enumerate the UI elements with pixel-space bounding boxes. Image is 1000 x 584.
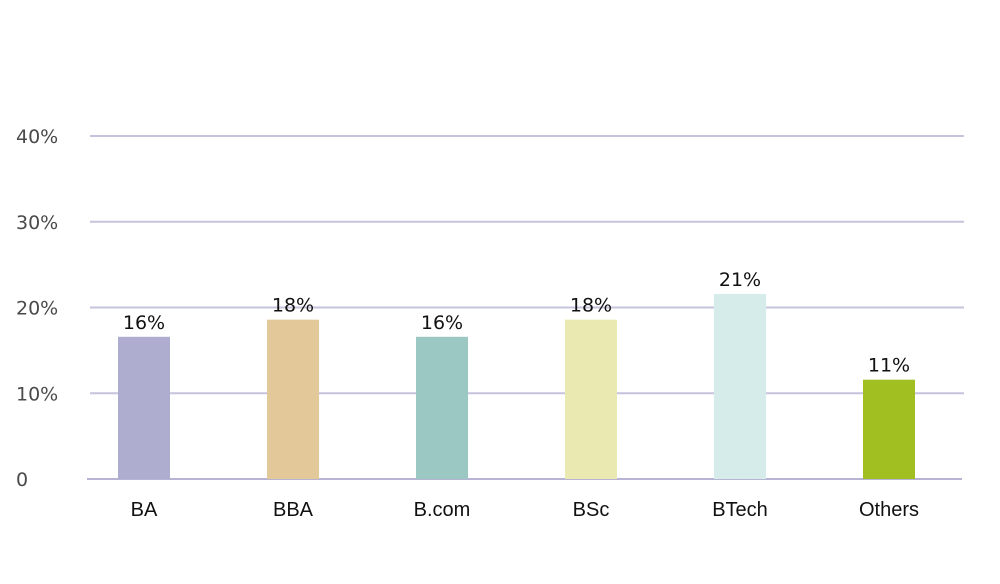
data-label: 16%: [123, 312, 165, 334]
y-axis-tick-labels: 0 10% 20% 30% 40%: [16, 126, 58, 491]
data-label: 21%: [719, 269, 761, 291]
category-label: BBA: [273, 499, 314, 521]
bar-bba: [267, 319, 319, 479]
y-tick-label: 10%: [16, 383, 58, 405]
category-label: BTech: [712, 499, 768, 521]
y-tick-label: 20%: [16, 298, 58, 320]
data-label: 18%: [272, 295, 314, 317]
x-axis-category-labels: BA BBA B.com BSc BTech Others: [131, 499, 919, 521]
data-labels: 16% 18% 16% 18% 21% 11%: [123, 269, 910, 377]
data-label: 16%: [421, 312, 463, 334]
bar-b-com: [416, 336, 468, 479]
data-label: 11%: [868, 355, 910, 377]
data-label: 18%: [570, 295, 612, 317]
category-label: Others: [859, 499, 919, 521]
gridlines: [87, 135, 964, 480]
y-tick-label: 30%: [16, 212, 58, 234]
y-tick-label: 0: [16, 469, 28, 491]
bar-ba: [118, 336, 170, 479]
bar-others: [863, 379, 915, 479]
bars: [118, 293, 915, 479]
category-label: B.com: [414, 499, 471, 521]
y-tick-label: 40%: [16, 126, 58, 148]
bar-bsc: [565, 319, 617, 479]
bar-btech: [714, 293, 766, 479]
category-label: BSc: [573, 499, 610, 521]
category-label: BA: [131, 499, 158, 521]
